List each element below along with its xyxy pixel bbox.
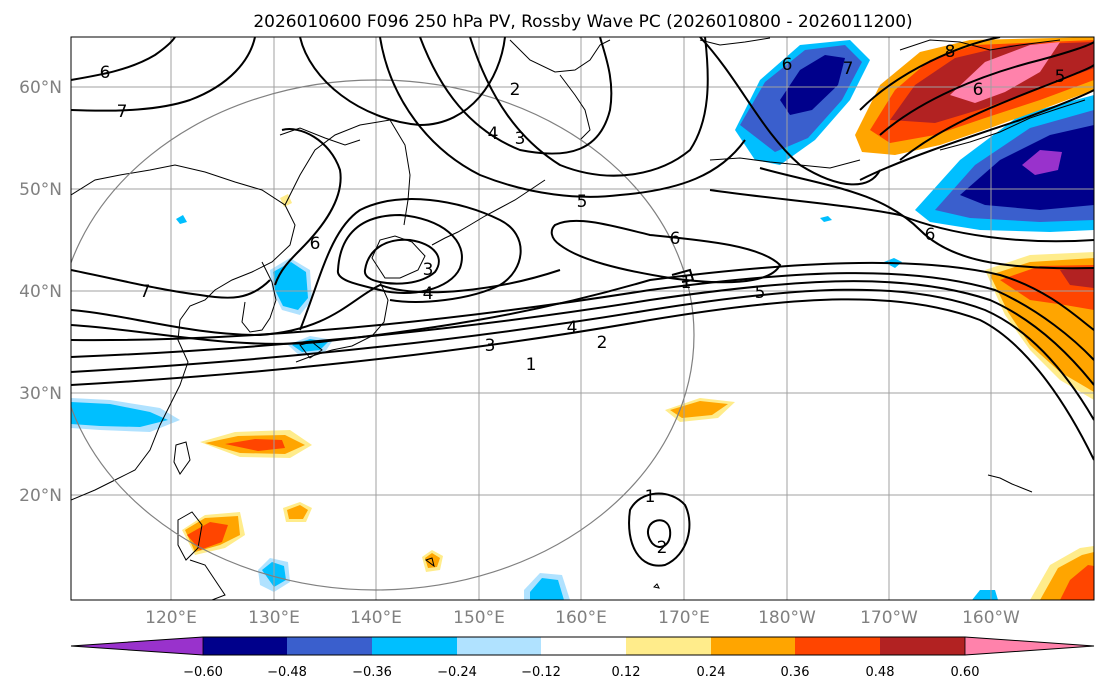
contour-label: 7 [140,282,151,302]
contour-label: 6 [782,55,793,75]
map-frame [70,36,1095,601]
contour-label: 2 [597,333,608,353]
colorbar-cell [71,637,203,655]
lat-label: 60°N [19,78,62,98]
contour-labels: 6 7 7 6 4 3 2 5 6 3 4 5 4 3 2 1 1 6 7 6 … [100,42,1066,558]
figure-title: 2026010600 F096 250 hPa PV, Rossby Wave … [253,12,912,32]
contour-label: 6 [310,234,321,254]
colorbar-tick: 0.48 [866,665,895,680]
contour-label: 3 [515,129,526,149]
lat-label: 40°N [19,282,62,302]
colorbar-tick: −0.12 [521,665,561,680]
contour-label: 1 [645,487,656,507]
colorbar-tick: 0.36 [781,665,810,680]
lon-label: 170°W [860,608,918,628]
lon-label: 170°E [658,608,710,628]
contour-label: 4 [488,124,499,144]
colorbar-cell [795,637,880,655]
colorbar-cell [203,637,287,655]
colorbar-cell [541,637,626,655]
map-area [71,37,1094,600]
contour-label: 6 [100,63,111,83]
contour-label: 2 [510,80,521,100]
latitude-labels: 60°N 50°N 40°N 30°N 20°N [19,78,62,506]
colorbar-tick: −0.36 [352,665,392,680]
lon-label: 160°E [555,608,607,628]
colorbar-cell [457,637,541,655]
lat-label: 30°N [19,384,62,404]
contour-label: 6 [973,80,984,100]
contour-label: 8 [945,42,956,62]
colorbar-cell [880,637,965,655]
contour-label: 6 [670,229,681,249]
contour-label: 2 [657,538,668,558]
colorbar [70,636,1095,656]
colorbar-cell [626,637,711,655]
colorbar-tick: −0.24 [437,665,477,680]
colorbar-cell [711,637,795,655]
contour-label: 7 [843,59,854,79]
contour-label: 5 [577,192,588,212]
lon-label: 180°W [758,608,816,628]
lat-label: 20°N [19,486,62,506]
colorbar-cell [372,637,457,655]
contour-label: 5 [1055,67,1066,87]
gridlines [71,37,1094,600]
lon-label: 160°W [962,608,1020,628]
colorbar-tick: 0.60 [951,665,980,680]
contour-label: 4 [423,284,434,304]
colorbar-tick: −0.48 [267,665,307,680]
colorbar-cell [287,637,372,655]
lat-label: 50°N [19,180,62,200]
region-circle [71,79,695,591]
longitude-labels: 120°E 130°E 140°E 150°E 160°E 170°E 180°… [145,608,1020,628]
colorbar-tick: 0.12 [612,665,641,680]
pv-contours [71,37,1094,567]
colorbar-cell [965,637,1094,655]
contour-label: 7 [117,102,128,122]
contour-label: 1 [681,273,692,293]
lon-label: 130°E [248,608,300,628]
contour-label: 5 [755,283,766,303]
contour-label: 1 [526,355,537,375]
lon-label: 120°E [145,608,197,628]
coastlines [71,37,1086,600]
contour-label: 3 [485,336,496,356]
colorbar-tick: 0.24 [697,665,726,680]
colorbar-ticks: −0.60 −0.48 −0.36 −0.24 −0.12 0.12 0.24 … [183,665,979,680]
lon-label: 150°E [453,608,505,628]
pv-shading [71,37,1094,600]
colorbar-tick: −0.60 [183,665,223,680]
contour-label: 6 [925,225,936,245]
contour-label: 4 [567,318,578,338]
lon-label: 140°E [350,608,402,628]
contour-label: 3 [423,260,434,280]
